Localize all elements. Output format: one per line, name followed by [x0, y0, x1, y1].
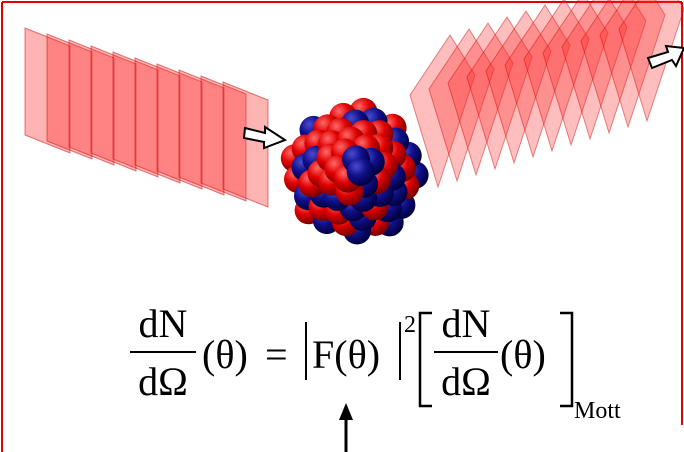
wave-plane — [542, 0, 609, 147]
wave-plane — [409, 34, 476, 189]
wave-plane — [504, 4, 571, 159]
numerator: dN — [442, 301, 491, 346]
wave-plane — [523, 0, 590, 153]
outgoing-waves — [409, 0, 684, 189]
argument: (θ) — [202, 332, 248, 377]
exponent: 2 — [404, 312, 416, 338]
left-bracket — [418, 311, 432, 408]
incoming-arrow — [242, 125, 288, 150]
denominator: dΩ — [138, 359, 188, 404]
incoming-waves — [24, 27, 269, 208]
wave-plane — [428, 28, 495, 183]
numerator: dN — [139, 301, 188, 346]
form-factor: F(θ) — [312, 332, 380, 377]
equals: = — [265, 332, 288, 377]
right-bracket — [560, 311, 574, 408]
wave-plane — [466, 16, 533, 171]
wave-plane — [599, 0, 666, 129]
formula: dN dΩ (θ) = F(θ) 2 dN dΩ (θ) Mott — [130, 301, 621, 424]
pointer-arrow — [339, 403, 353, 452]
denominator: dΩ — [441, 359, 491, 404]
wave-plane — [222, 81, 269, 208]
nucleon — [346, 158, 375, 186]
wave-plane — [580, 0, 647, 135]
argument: (θ) — [500, 332, 546, 377]
subscript: Mott — [574, 398, 621, 424]
wave-plane — [561, 0, 628, 141]
nucleus — [280, 97, 429, 245]
wave-plane — [447, 22, 514, 177]
wave-plane — [485, 10, 552, 165]
outgoing-arrow — [646, 44, 684, 70]
